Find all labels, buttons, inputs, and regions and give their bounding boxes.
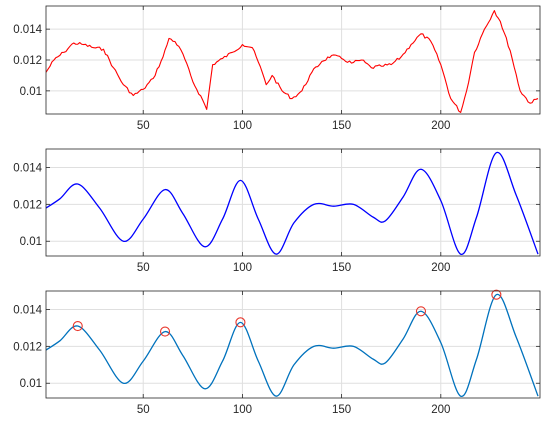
y-tick-label: 0.01 <box>20 236 42 248</box>
peak-marker <box>415 306 427 317</box>
y-tick-label: 0.01 <box>20 378 42 390</box>
peak-marker <box>491 289 502 300</box>
x-tick-label: 100 <box>233 404 252 416</box>
x-tick-label: 150 <box>332 404 351 416</box>
peak-marker <box>159 326 171 337</box>
series-line <box>46 294 539 397</box>
x-tick-label: 50 <box>137 404 150 416</box>
series-line <box>46 152 539 255</box>
y-tick-label: 0.012 <box>13 199 42 211</box>
y-tick-label: 0.012 <box>13 341 42 353</box>
y-tick-label: 0.012 <box>13 55 42 67</box>
x-tick-label: 200 <box>431 262 450 274</box>
series-line <box>46 10 539 114</box>
x-tick-label: 100 <box>233 262 252 274</box>
x-tick-label: 150 <box>332 262 351 274</box>
y-tick-label: 0.014 <box>13 304 42 316</box>
axes-box <box>45 290 541 399</box>
plot-area <box>46 149 540 256</box>
x-tick-label: 50 <box>137 262 150 274</box>
panel-2: 50 100 150 200 0.01 0.012 0.014 <box>13 148 541 274</box>
peak-marker <box>235 317 246 328</box>
x-tick-label: 200 <box>431 120 450 132</box>
axes-box <box>45 148 541 257</box>
peak-marker <box>72 321 83 332</box>
x-tick-label: 150 <box>332 120 351 132</box>
panel-1: 50 100 150 200 0.01 0.012 0.014 <box>13 5 541 132</box>
y-tick-label: 0.014 <box>13 24 42 36</box>
plot-area <box>46 291 540 398</box>
panel-3: 50 100 150 200 0.01 0.012 0.014 <box>13 289 541 416</box>
x-tick-label: 100 <box>233 120 252 132</box>
x-tick-label: 50 <box>137 120 150 132</box>
y-tick-label: 0.01 <box>20 86 42 98</box>
x-tick-label: 200 <box>431 404 450 416</box>
y-tick-label: 0.014 <box>13 162 42 174</box>
